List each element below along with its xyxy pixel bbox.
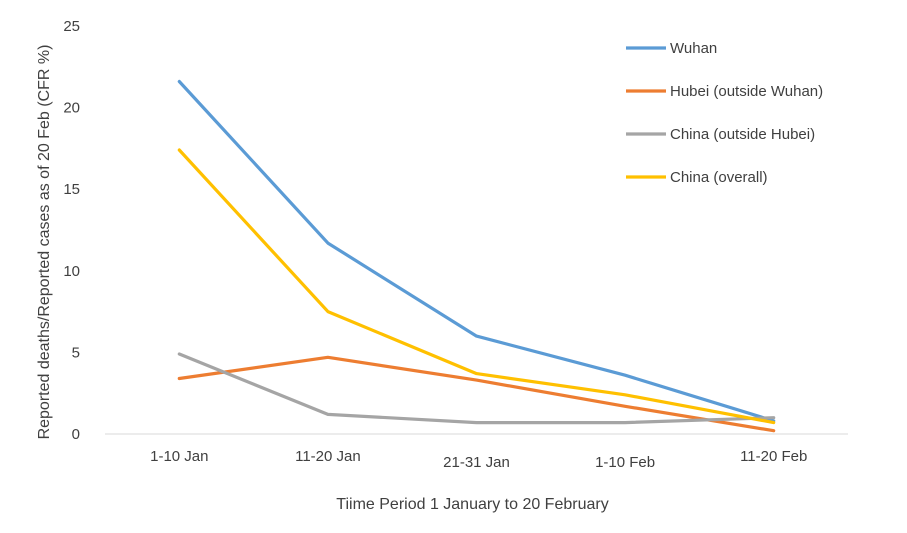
y-tick-label: 5 (72, 344, 80, 361)
y-tick-label: 10 (63, 263, 80, 280)
series-line-1 (177, 79, 776, 423)
legend: Wuhan Hubei (outside Wuhan) China (outside… (626, 40, 823, 186)
x-tick-label: 11-20 Feb (740, 448, 807, 465)
series-line-3 (177, 352, 776, 425)
legend-label: China (outside Hubei) (670, 126, 815, 143)
x-tick-label: 1-10 Jan (150, 448, 208, 465)
legend-label: Hubei (outside Wuhan) (670, 83, 823, 100)
y-tick-label: 15 (63, 181, 80, 198)
y-tick-label: 25 (63, 18, 80, 35)
y-tick-label: 20 (63, 100, 80, 117)
legend-label: China (overall) (670, 169, 768, 186)
x-axis-title: Tiime Period 1 January to 20 February (336, 496, 608, 513)
legend-label: Wuhan (670, 40, 717, 57)
x-tick-label: 1-10 Feb (595, 454, 655, 471)
series-line-2 (177, 355, 776, 433)
series-lines (177, 79, 776, 433)
x-tick-label: 21-31 Jan (443, 454, 510, 471)
y-axis-ticks: 0 5 10 15 20 25 (63, 18, 80, 443)
y-axis-title: Reported deaths/Reported cases as of 20 … (36, 45, 53, 440)
series-line-4 (177, 148, 776, 425)
x-axis-ticks: 1-10 Jan 11-20 Jan 21-31 Jan 1-10 Feb 11-20 … (150, 448, 807, 471)
x-tick-label: 11-20 Jan (295, 448, 361, 465)
y-tick-label: 0 (72, 426, 80, 443)
